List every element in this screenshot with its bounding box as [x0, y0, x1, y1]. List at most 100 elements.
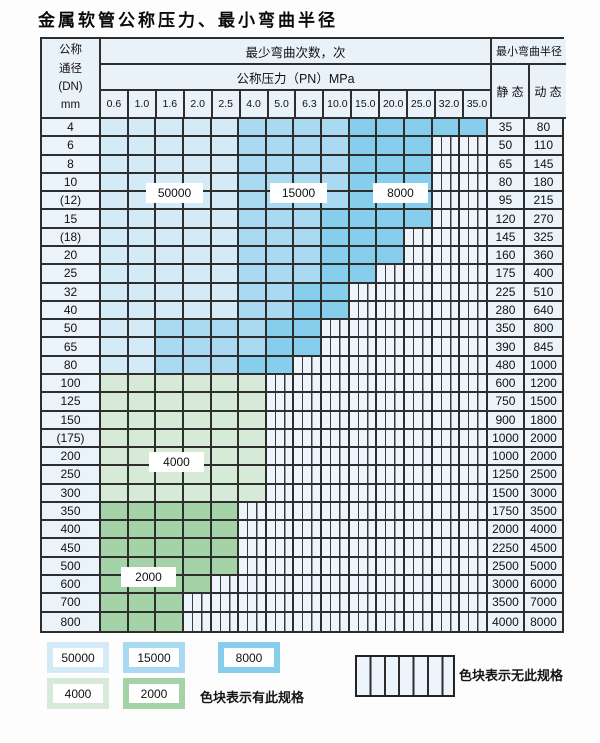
- cell-no-spec: [239, 502, 267, 522]
- cell-grade-15000: [294, 210, 323, 229]
- cell-grade-8000: [349, 210, 378, 229]
- static-radius-value: 65: [487, 155, 525, 174]
- table-row: 125 750 1500: [42, 393, 562, 412]
- cell-grade-4000: [211, 484, 240, 503]
- cell-grade-8000: [294, 283, 323, 302]
- region-label-50000: 50000: [146, 183, 203, 203]
- static-radius-value: 160: [487, 246, 525, 266]
- cell-grade-15000: [266, 228, 295, 247]
- cell-grade-4000: [239, 429, 267, 449]
- dynamic-radius-value: 145: [524, 155, 562, 174]
- cell-grade-15000: [239, 265, 267, 284]
- cell-no-spec: [405, 228, 433, 247]
- cell-grade-8000: [405, 137, 433, 156]
- cell-grade-50000: [183, 265, 212, 284]
- dynamic-radius-value: 1500: [524, 393, 562, 412]
- cell-no-spec: [432, 466, 461, 485]
- cell-no-spec: [405, 393, 433, 412]
- cell-grade-8000: [266, 338, 295, 357]
- cell-grade-4000: [239, 393, 267, 412]
- cell-no-spec: [322, 594, 350, 613]
- cell-no-spec: [405, 374, 433, 394]
- cell-grade-15000: [266, 119, 295, 138]
- table-row: 15 120 270: [42, 210, 562, 229]
- cell-grade-15000: [322, 173, 350, 193]
- dn-value: 8: [42, 155, 101, 174]
- cell-no-spec: [432, 484, 461, 503]
- legend-swatch-4000: 4000: [47, 678, 109, 709]
- cell-no-spec: [460, 155, 488, 174]
- cell-no-spec: [405, 594, 433, 613]
- cell-no-spec: [294, 539, 323, 558]
- dynamic-radius-value: 1200: [524, 374, 562, 394]
- cell-grade-2000: [183, 502, 212, 522]
- cell-grade-4000: [239, 484, 267, 503]
- cell-grade-4000: [156, 411, 184, 430]
- cell-grade-4000: [128, 411, 157, 430]
- cell-no-spec: [460, 283, 488, 302]
- cell-no-spec: [460, 320, 488, 339]
- cell-no-spec: [266, 612, 295, 631]
- legend-swatch-15000: 15000: [123, 642, 185, 673]
- cell-no-spec: [266, 594, 295, 613]
- dn-header-line: 通径: [59, 62, 82, 75]
- cell-no-spec: [432, 173, 461, 193]
- cell-grade-50000: [128, 283, 157, 302]
- cell-no-spec: [405, 576, 433, 595]
- cell-no-spec: [405, 283, 433, 302]
- cell-grade-15000: [322, 155, 350, 174]
- cell-no-spec: [266, 502, 295, 522]
- dynamic-radius-value: 7000: [524, 594, 562, 613]
- cell-grade-15000: [156, 320, 184, 339]
- cell-grade-15000: [322, 137, 350, 156]
- cell-grade-4000: [183, 393, 212, 412]
- cell-grade-4000: [101, 484, 129, 503]
- cell-no-spec: [349, 301, 378, 321]
- dynamic-radius-value: 400: [524, 265, 562, 284]
- cell-grade-50000: [183, 210, 212, 229]
- cell-no-spec: [322, 374, 350, 394]
- cell-grade-8000: [432, 119, 461, 138]
- legend-swatch-label: 2000: [129, 684, 179, 703]
- cell-no-spec: [266, 411, 295, 430]
- cell-grade-8000: [294, 338, 323, 357]
- cell-no-spec: [266, 484, 295, 503]
- cell-no-spec: [377, 557, 406, 577]
- cell-no-spec: [322, 411, 350, 430]
- cell-no-spec: [239, 594, 267, 613]
- dn-value: 10: [42, 173, 101, 193]
- dn-value: 15: [42, 210, 101, 229]
- cell-grade-2000: [156, 539, 184, 558]
- cell-grade-2000: [183, 557, 212, 577]
- table-row: 65 390 845: [42, 338, 562, 357]
- cell-no-spec: [322, 429, 350, 449]
- cell-grade-15000: [156, 338, 184, 357]
- cell-grade-4000: [101, 466, 129, 485]
- legend-swatch-label: 15000: [129, 648, 179, 667]
- cell-no-spec: [322, 502, 350, 522]
- cell-grade-4000: [156, 374, 184, 394]
- cell-no-spec: [432, 448, 461, 467]
- dn-value: 800: [42, 612, 101, 631]
- cell-grade-4000: [239, 466, 267, 485]
- table-row: 200 1000 2000: [42, 448, 562, 467]
- static-radius-value: 900: [487, 411, 525, 430]
- table-row: 300 1500 3000: [42, 484, 562, 503]
- region-label-2000: 2000: [121, 567, 176, 587]
- cell-grade-15000: [294, 119, 323, 138]
- dn-value: 600: [42, 576, 101, 595]
- cell-grade-15000: [239, 228, 267, 247]
- cell-grade-8000: [405, 155, 433, 174]
- cell-grade-4000: [239, 411, 267, 430]
- cell-grade-8000: [377, 119, 406, 138]
- cell-no-spec: [349, 374, 378, 394]
- cell-no-spec: [322, 576, 350, 595]
- cell-no-spec: [294, 374, 323, 394]
- cell-grade-15000: [239, 283, 267, 302]
- cell-no-spec: [432, 594, 461, 613]
- cell-grade-50000: [211, 137, 240, 156]
- cell-grade-50000: [128, 228, 157, 247]
- cell-grade-8000: [294, 301, 323, 321]
- cell-no-spec: [460, 411, 488, 430]
